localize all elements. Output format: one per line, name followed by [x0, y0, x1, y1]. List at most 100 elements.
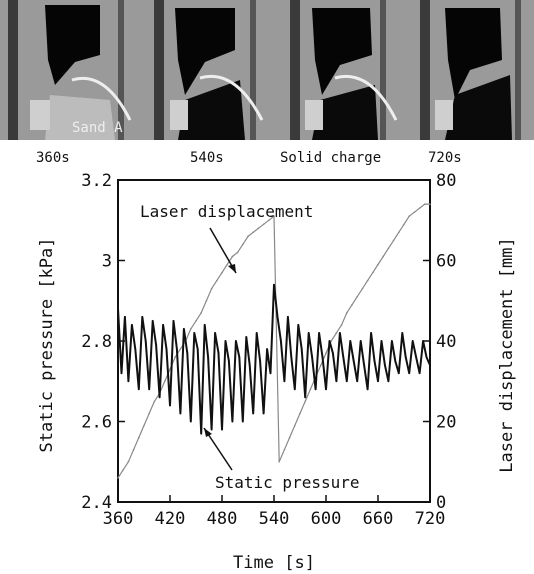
static-pressure-point: [359, 340, 362, 342]
static-pressure-point: [169, 404, 171, 407]
y-right-tick-label: 60: [436, 252, 456, 272]
static-pressure-point: [287, 316, 289, 318]
laser-displacement-point: [242, 243, 244, 246]
laser-displacement-point: [320, 364, 322, 366]
static-pressure-point: [391, 340, 393, 342]
static-pressure-point: [165, 348, 168, 350]
static-pressure-point: [346, 380, 348, 383]
static-pressure-point: [179, 412, 182, 415]
static-pressure-point: [408, 372, 411, 374]
static-pressure-point: [352, 360, 355, 362]
laser-displacement-point: [138, 436, 140, 439]
static-pressure-point: [283, 380, 286, 383]
static-pressure-point: [172, 320, 175, 322]
static-pressure-point: [235, 340, 237, 342]
laser-displacement-point: [408, 215, 411, 218]
laser-displacement-point: [143, 424, 145, 427]
laser-displacement-point: [117, 477, 119, 479]
static-pressure-point: [231, 420, 234, 423]
laser-displacement-point: [231, 255, 234, 258]
static-pressure-point: [124, 316, 126, 318]
static-pressure-point: [363, 364, 365, 366]
static-pressure-point: [273, 283, 275, 286]
static-pressure-point: [311, 356, 313, 358]
static-pressure-point: [366, 388, 369, 391]
static-pressure-point: [221, 428, 223, 431]
laser-displacement-point: [351, 303, 353, 306]
static-pressure-point: [429, 364, 431, 366]
laser-displacement-point: [174, 356, 176, 358]
annotation-laser-displacement: Laser displacement: [140, 202, 313, 221]
static-pressure-point: [377, 380, 379, 383]
static-pressure-point: [373, 360, 376, 362]
laser-displacement-point: [429, 203, 431, 205]
static-pressure-point: [210, 428, 213, 431]
static-pressure-point: [398, 372, 400, 374]
static-pressure-point: [328, 340, 331, 342]
laser-displacement-point: [169, 368, 171, 370]
laser-displacement-point: [247, 235, 249, 238]
x-tick-label: 600: [311, 509, 342, 529]
static-pressure-point: [162, 324, 164, 326]
laser-displacement-point: [148, 412, 150, 415]
laser-displacement-point: [164, 380, 166, 383]
static-pressure-point: [120, 372, 123, 374]
static-pressure-point: [332, 352, 334, 354]
static-pressure-point: [238, 356, 241, 358]
laser-displacement-point: [356, 295, 359, 298]
laser-displacement-point: [418, 207, 421, 209]
laser-displacement-point: [153, 400, 156, 403]
y-right-axis-title: Laser displacement [mm]: [497, 237, 517, 472]
static-pressure-point: [228, 360, 230, 362]
static-pressure-point: [321, 356, 324, 358]
laser-displacement-point: [262, 223, 265, 226]
static-pressure-point: [131, 324, 133, 326]
photo-frame-720: [400, 0, 534, 140]
static-pressure-point: [252, 412, 254, 415]
static-pressure-point: [349, 340, 352, 342]
static-pressure-point: [196, 348, 199, 350]
y-left-tick-label: 2.6: [81, 413, 112, 433]
y-left-tick-label: 2.8: [81, 332, 112, 352]
static-pressure-point: [325, 388, 327, 391]
static-pressure-point: [307, 332, 310, 334]
experiment-photo-strip: Sand A: [0, 0, 534, 140]
laser-displacement-point: [283, 448, 286, 451]
laser-displacement-point: [179, 348, 182, 350]
static-pressure-point: [404, 356, 407, 358]
static-pressure-point: [304, 396, 307, 399]
laser-annotation: Laser displacement: [140, 202, 313, 274]
static-pressure-point: [214, 332, 216, 334]
laser-displacement-point: [304, 400, 307, 403]
y-right-tick-label: 40: [436, 332, 456, 352]
x-tick-label: 360: [103, 509, 134, 529]
static-pressure-point: [297, 324, 300, 326]
photo-frame-540: [133, 0, 266, 140]
laser-displacement-point: [413, 211, 416, 213]
x-tick-label: 660: [363, 509, 394, 529]
static-pressure-point: [255, 332, 258, 334]
static-pressure-point: [384, 364, 386, 366]
static-pressure-point: [380, 340, 383, 342]
laser-displacement-point: [205, 299, 208, 302]
static-pressure-point: [394, 360, 397, 362]
static-pressure-point: [176, 348, 178, 350]
static-pressure-point: [370, 332, 372, 334]
laser-displacement-point: [392, 239, 395, 242]
static-pressure-point: [148, 388, 150, 391]
static-pressure-point: [418, 372, 421, 374]
laser-displacement-point: [278, 460, 281, 463]
static-pressure-point: [259, 360, 261, 362]
laser-displacement-point: [190, 328, 192, 330]
static-pressure-point: [151, 320, 154, 322]
photo-label-solid-charge: Solid charge: [280, 150, 382, 166]
y-right-tick-label: 0: [436, 493, 446, 513]
laser-displacement-point: [335, 332, 338, 334]
x-tick-label: 480: [207, 509, 238, 529]
static-pressure-point: [425, 356, 428, 358]
laser-displacement-point: [132, 448, 135, 451]
laser-displacement-point: [325, 352, 327, 354]
static-pressure-point: [280, 340, 282, 342]
laser-displacement-point: [257, 227, 260, 230]
laser-displacement-point: [372, 271, 374, 274]
